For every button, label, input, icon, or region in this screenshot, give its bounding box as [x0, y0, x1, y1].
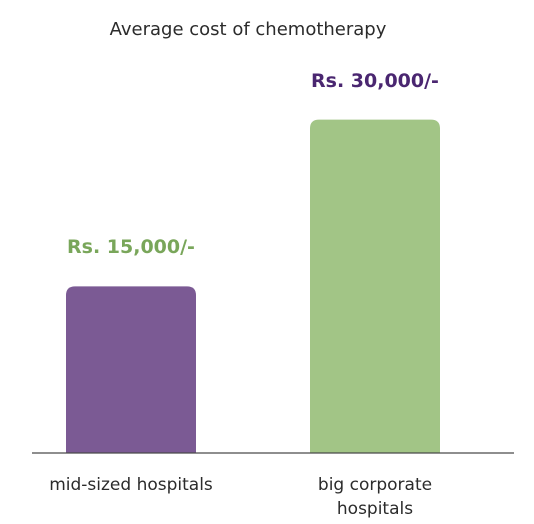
bar-2 — [310, 119, 440, 454]
data-label-1: Rs. 15,000/- — [67, 236, 195, 259]
bar-1 — [66, 286, 196, 453]
category-label-1: mid-sized hospitals — [11, 473, 251, 497]
data-label-2: Rs. 30,000/- — [311, 69, 439, 92]
chart-title: Average cost of chemotherapy — [109, 19, 387, 40]
category-label-line: big corporate — [317, 475, 433, 495]
category-label-line: hospitals — [336, 499, 414, 519]
category-label-2: big corporate hospitals — [255, 473, 495, 521]
category-label-line: mid-sized hospitals — [49, 475, 213, 495]
